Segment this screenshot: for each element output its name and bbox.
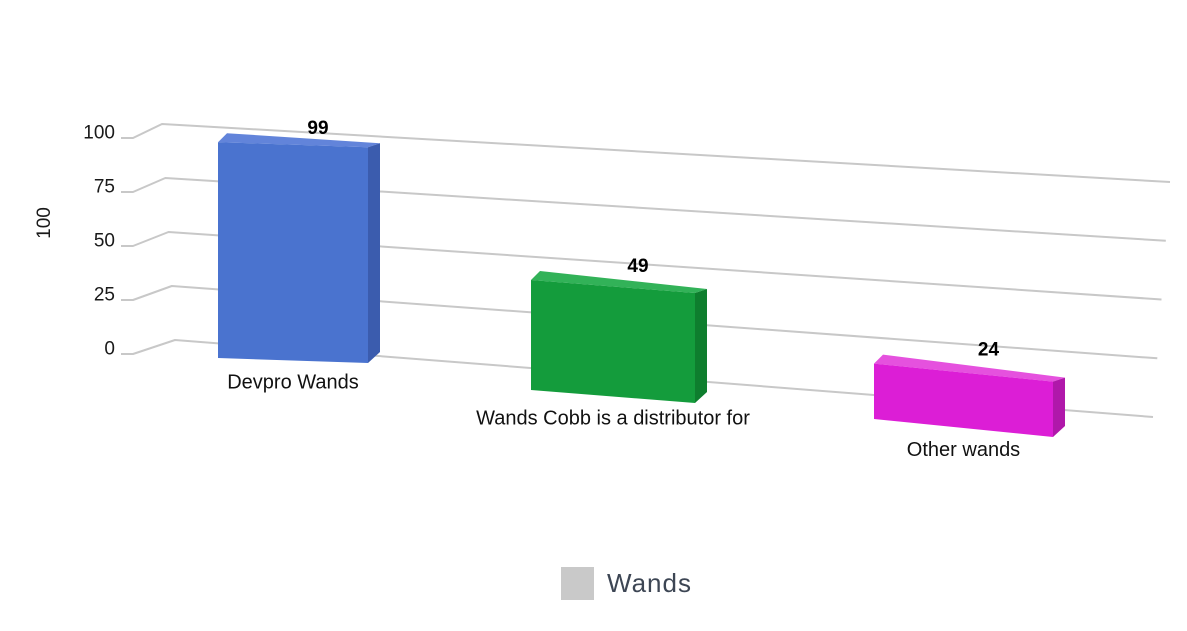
gridline-100 bbox=[121, 123, 1171, 183]
y-tick-label-25: 25 bbox=[94, 285, 115, 306]
bar-side-face[interactable] bbox=[1053, 377, 1065, 437]
gridline-75 bbox=[121, 177, 1166, 242]
bar-value-label-wands-cobb-is-a-distributor-for: 49 bbox=[627, 256, 648, 277]
category-label-devpro-wands: Devpro Wands bbox=[227, 372, 359, 394]
y-tick-label-0: 0 bbox=[104, 339, 115, 360]
legend-label-wands[interactable]: Wands bbox=[607, 568, 692, 598]
category-label-wands-cobb-is-a-distributor-for: Wands Cobb is a distributor for bbox=[476, 408, 750, 430]
bar-devpro-wands[interactable] bbox=[218, 133, 380, 363]
bar-value-label-devpro-wands: 99 bbox=[307, 118, 328, 139]
bar-top-face[interactable] bbox=[874, 354, 1065, 382]
bar-side-face[interactable] bbox=[695, 289, 707, 403]
bar-top-face[interactable] bbox=[218, 133, 380, 148]
bar-other-wands[interactable] bbox=[874, 354, 1065, 437]
bar-front-face[interactable] bbox=[531, 280, 695, 403]
bar-value-label-other-wands: 24 bbox=[978, 340, 1000, 361]
y-tick-label-75: 75 bbox=[94, 177, 115, 198]
y-tick-label-50: 50 bbox=[94, 231, 115, 252]
bar-front-face[interactable] bbox=[218, 142, 368, 363]
legend-swatch-wands[interactable] bbox=[561, 567, 594, 600]
bar-front-face[interactable] bbox=[874, 363, 1053, 437]
bar-top-face[interactable] bbox=[531, 271, 707, 293]
legend: Wands bbox=[561, 567, 692, 600]
category-label-other-wands: Other wands bbox=[907, 439, 1020, 461]
y-tick-label-100: 100 bbox=[83, 123, 115, 144]
bar-side-face[interactable] bbox=[368, 143, 380, 363]
bar-wands-cobb-is-a-distributor-for[interactable] bbox=[531, 271, 707, 403]
y-axis-title: 100 bbox=[34, 207, 55, 239]
gridline-50 bbox=[121, 231, 1162, 301]
